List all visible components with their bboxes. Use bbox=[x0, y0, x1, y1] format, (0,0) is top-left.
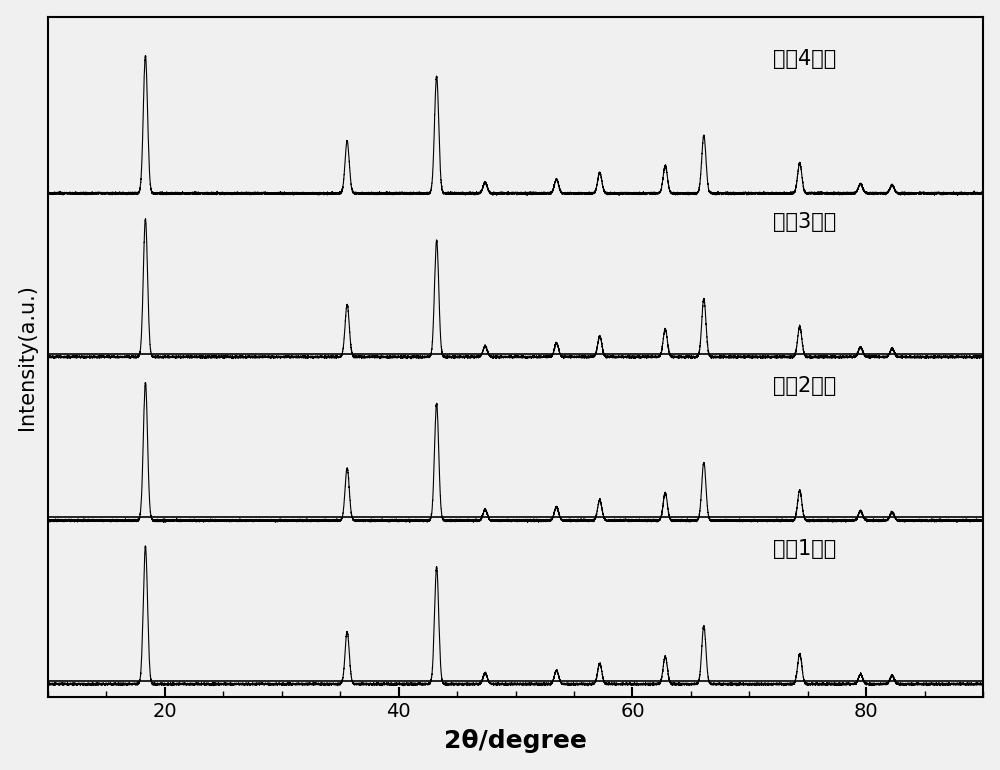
Text: 实入1样品: 实入1样品 bbox=[773, 539, 836, 559]
Text: 实入3样品: 实入3样品 bbox=[773, 212, 836, 232]
X-axis label: 2θ/degree: 2θ/degree bbox=[444, 729, 587, 753]
Y-axis label: Intensity(a.u.): Intensity(a.u.) bbox=[17, 284, 37, 430]
Text: 实入4样品: 实入4样品 bbox=[773, 49, 836, 69]
Text: 实入2样品: 实入2样品 bbox=[773, 376, 836, 396]
